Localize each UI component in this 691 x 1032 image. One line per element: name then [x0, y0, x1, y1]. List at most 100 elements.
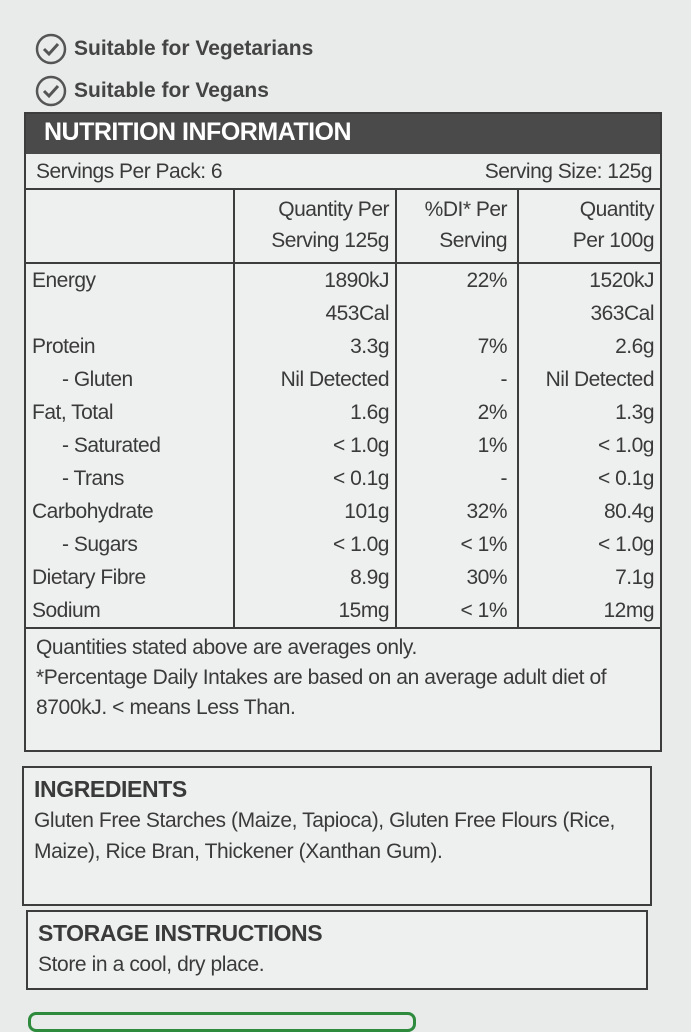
cell-text: - [500, 368, 508, 391]
table-row: - Saturated < 1.0g 1% < 1.0g [26, 429, 660, 462]
cell-text: < 0.1g [333, 467, 389, 490]
cell: Carbohydrate [26, 495, 234, 528]
table-row: - Gluten Nil Detected - Nil Detected [26, 363, 660, 396]
cell-text: 2.6g [615, 335, 654, 358]
cell: < 1% [396, 528, 519, 561]
table-row: Sodium 15mg < 1% 12mg [26, 594, 660, 627]
nutrition-table: Quantity Per Serving 125g %DI* Per Serving Q… [26, 190, 660, 627]
panel-title: NUTRITION INFORMATION [26, 114, 660, 154]
cell-text: 1.3g [615, 401, 654, 424]
cell-text: 12mg [603, 599, 654, 622]
cell-text: < 1.0g [333, 434, 389, 457]
cell-text: - Trans [62, 467, 124, 490]
cell-text: 8.9g [350, 566, 389, 589]
cell-text: 30% [466, 566, 507, 589]
cell-text: Protein [32, 335, 96, 358]
cell: 15mg [233, 594, 397, 627]
header-cell: Quantity Per 100g [518, 190, 660, 264]
cell: < 1.0g [518, 429, 660, 462]
cell: - Trans [26, 462, 234, 495]
ingredients-panel: INGREDIENTS Gluten Free Starches (Maize,… [22, 766, 652, 906]
header-line: Quantity Per [278, 198, 389, 221]
note: *Percentage Daily Intakes are based on a… [36, 666, 607, 719]
cell-text: 32% [466, 500, 507, 523]
cell: 22% [396, 263, 519, 330]
cell-text: 7% [477, 335, 508, 358]
header-line: Serving [439, 229, 507, 252]
cell: 7% [396, 330, 519, 363]
cell: < 1.0g [518, 528, 660, 561]
cell-text: Energy [32, 269, 96, 292]
cell-text: < 1% [460, 533, 508, 556]
header-line: Serving 125g [271, 229, 389, 252]
table-row: Carbohydrate 101g 32% 80.4g [26, 495, 660, 528]
section-text: Store in a cool, dry place. [38, 953, 265, 976]
notes: Quantities stated above are averages onl… [26, 627, 660, 727]
cell-text: Sodium [32, 599, 101, 622]
header-cell: %DI* Per Serving [396, 190, 519, 264]
cell-text: Dietary Fibre [32, 566, 146, 589]
table-row: Dietary Fibre 8.9g 30% 7.1g [26, 561, 660, 594]
cell: 2% [396, 396, 519, 429]
header-cell: Quantity Per Serving 125g [233, 190, 397, 264]
cell-text: - Gluten [62, 368, 133, 391]
cell-text: < 1.0g [598, 434, 654, 457]
cell: Dietary Fibre [26, 561, 234, 594]
cell-text: 22% [466, 269, 507, 292]
section-title: STORAGE INSTRUCTIONS [38, 920, 323, 946]
cell-line: 1520kJ [589, 269, 654, 292]
cell-text: 101g [344, 500, 389, 523]
cell-line: 363Cal [590, 302, 654, 325]
cell: 1520kJ 363Cal [518, 263, 660, 330]
cell: Nil Detected [518, 363, 660, 396]
cell: Protein [26, 330, 234, 363]
cell-text: Carbohydrate [32, 500, 154, 523]
cell: 7.1g [518, 561, 660, 594]
header-line: %DI* Per [424, 198, 508, 221]
cell-text: Nil Detected [545, 368, 655, 391]
cell: 32% [396, 495, 519, 528]
cell: < 1% [396, 594, 519, 627]
cell-text: 3.3g [350, 335, 389, 358]
table-row: - Sugars < 1.0g < 1% < 1.0g [26, 528, 660, 561]
check-icon [35, 75, 67, 107]
cell-text: - Saturated [62, 434, 161, 457]
cell: - [396, 363, 519, 396]
table-row: Energy 1890kJ 453Cal 22% 1520kJ 363Cal [26, 263, 660, 330]
serving-size: Serving Size: 125g [484, 160, 653, 183]
badge-text: Suitable for Vegans [74, 79, 269, 102]
cell-text: 15mg [338, 599, 389, 622]
header-row: Quantity Per Serving 125g %DI* Per Serving Q… [26, 190, 660, 264]
cell-line: 1890kJ [324, 269, 389, 292]
cell: 2.6g [518, 330, 660, 363]
table-row: Fat, Total 1.6g 2% 1.3g [26, 396, 660, 429]
cell-text: < 0.1g [598, 467, 654, 490]
cell-text: < 1.0g [333, 533, 389, 556]
cell: < 1.0g [233, 528, 397, 561]
servings-per-pack: Servings Per Pack: 6 [36, 160, 223, 183]
storage-panel: STORAGE INSTRUCTIONS Store in a cool, dr… [26, 910, 648, 990]
cell-text: Nil Detected [280, 368, 390, 391]
cell: Sodium [26, 594, 234, 627]
check-icon [35, 33, 67, 65]
cell: Energy [26, 263, 234, 330]
cell: - [396, 462, 519, 495]
badge: Suitable for Vegans [34, 74, 269, 108]
cell-text: 1.6g [350, 401, 389, 424]
cell: 3.3g [233, 330, 397, 363]
cell: 1% [396, 429, 519, 462]
section-text: Gluten Free Starches (Maize, Tapioca), G… [34, 809, 615, 863]
cell: Nil Detected [233, 363, 397, 396]
header-line: Quantity [579, 198, 655, 221]
cell-text: Fat, Total [32, 401, 114, 424]
cell-text: - [500, 467, 508, 490]
cell: - Gluten [26, 363, 234, 396]
cell: 1890kJ 453Cal [233, 263, 397, 330]
table-body: Energy 1890kJ 453Cal 22% 1520kJ 363Cal Protein… [26, 263, 660, 627]
cell: 80.4g [518, 495, 660, 528]
cell-text: 1% [477, 434, 508, 457]
table-row: - Trans < 0.1g - < 0.1g [26, 462, 660, 495]
badge: Suitable for Vegetarians [34, 32, 313, 66]
cell: 30% [396, 561, 519, 594]
